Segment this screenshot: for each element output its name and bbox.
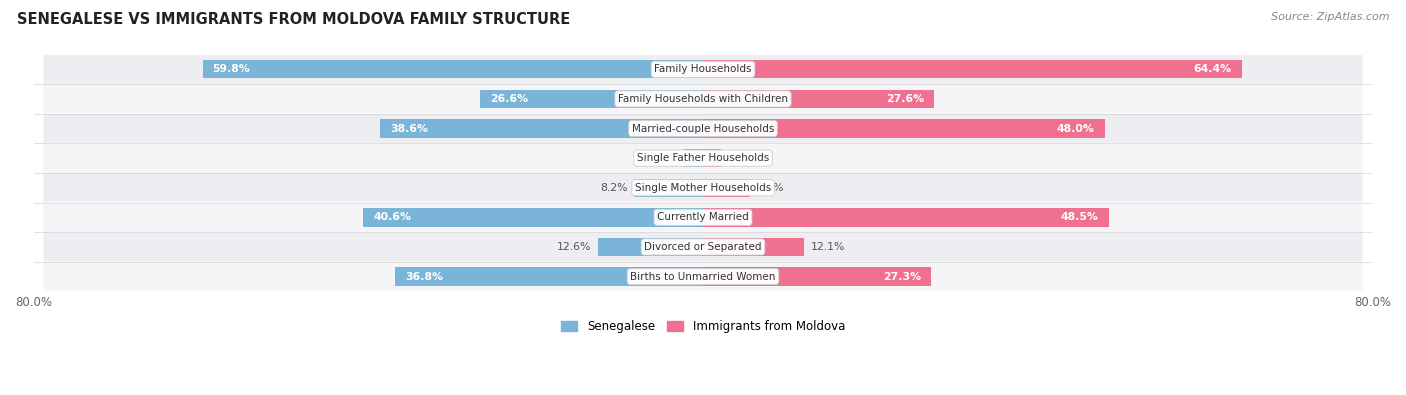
Text: Currently Married: Currently Married (657, 213, 749, 222)
Bar (202, 60, 703, 79)
Bar (703, 60, 1241, 79)
Text: 2.3%: 2.3% (650, 153, 678, 163)
FancyBboxPatch shape (44, 232, 1362, 261)
FancyBboxPatch shape (44, 262, 1362, 291)
Text: 26.6%: 26.6% (491, 94, 529, 104)
Text: 8.2%: 8.2% (600, 183, 627, 193)
Bar (683, 149, 703, 167)
Bar (703, 238, 804, 256)
Text: SENEGALESE VS IMMIGRANTS FROM MOLDOVA FAMILY STRUCTURE: SENEGALESE VS IMMIGRANTS FROM MOLDOVA FA… (17, 12, 569, 27)
Bar (395, 267, 703, 286)
Text: Source: ZipAtlas.com: Source: ZipAtlas.com (1271, 12, 1389, 22)
Text: 27.6%: 27.6% (886, 94, 924, 104)
Bar (703, 90, 934, 108)
Text: Births to Unmarried Women: Births to Unmarried Women (630, 271, 776, 282)
Text: 12.1%: 12.1% (811, 242, 845, 252)
FancyBboxPatch shape (44, 85, 1362, 113)
Text: 12.6%: 12.6% (557, 242, 591, 252)
Legend: Senegalese, Immigrants from Moldova: Senegalese, Immigrants from Moldova (557, 315, 849, 338)
Text: 38.6%: 38.6% (389, 124, 427, 134)
Bar (703, 267, 931, 286)
Bar (703, 179, 749, 197)
Text: 59.8%: 59.8% (212, 64, 250, 74)
Text: 40.6%: 40.6% (373, 213, 412, 222)
Text: Single Mother Households: Single Mother Households (636, 183, 770, 193)
Text: 36.8%: 36.8% (405, 271, 443, 282)
Bar (703, 208, 1109, 226)
Text: 5.6%: 5.6% (756, 183, 785, 193)
FancyBboxPatch shape (44, 144, 1362, 173)
Text: Single Father Households: Single Father Households (637, 153, 769, 163)
Bar (481, 90, 703, 108)
Bar (634, 179, 703, 197)
FancyBboxPatch shape (44, 173, 1362, 202)
Text: 64.4%: 64.4% (1194, 64, 1232, 74)
Text: 48.0%: 48.0% (1057, 124, 1095, 134)
Text: 48.5%: 48.5% (1062, 213, 1099, 222)
FancyBboxPatch shape (44, 203, 1362, 232)
Bar (380, 119, 703, 138)
Bar (703, 119, 1105, 138)
FancyBboxPatch shape (44, 114, 1362, 143)
Text: 27.3%: 27.3% (883, 271, 921, 282)
Bar (363, 208, 703, 226)
Bar (598, 238, 703, 256)
Bar (703, 149, 720, 167)
Text: 2.1%: 2.1% (727, 153, 755, 163)
Text: Married-couple Households: Married-couple Households (631, 124, 775, 134)
Text: Family Households: Family Households (654, 64, 752, 74)
Text: Family Households with Children: Family Households with Children (619, 94, 787, 104)
Text: Divorced or Separated: Divorced or Separated (644, 242, 762, 252)
FancyBboxPatch shape (44, 55, 1362, 84)
